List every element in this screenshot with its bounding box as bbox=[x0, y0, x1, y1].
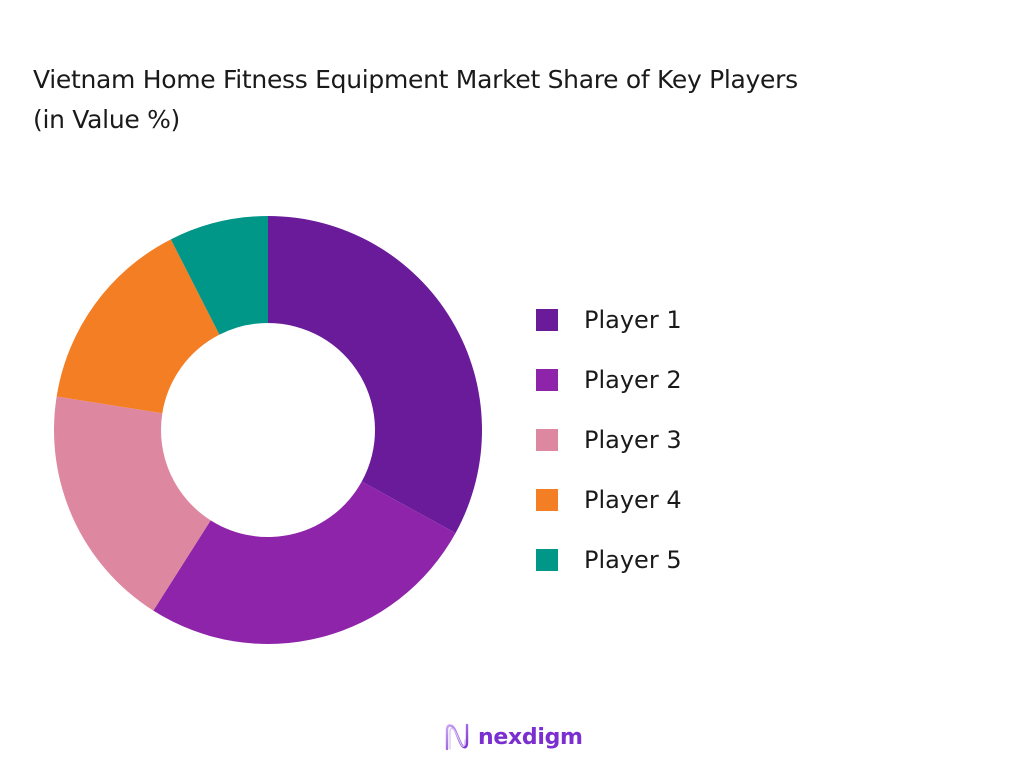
legend-item-player-1: Player 1 bbox=[536, 290, 682, 350]
chart-title-line-2: (in Value %) bbox=[33, 105, 180, 134]
brand-name: nexdigm bbox=[478, 724, 583, 750]
nexdigm-wave-icon bbox=[445, 723, 469, 751]
legend-label: Player 3 bbox=[584, 426, 682, 454]
legend-swatch bbox=[536, 429, 558, 451]
legend-label: Player 1 bbox=[584, 306, 682, 334]
donut-slices bbox=[53, 216, 482, 644]
legend-item-player-2: Player 2 bbox=[536, 350, 682, 410]
legend-swatch bbox=[536, 549, 558, 571]
legend-swatch bbox=[536, 369, 558, 391]
legend-label: Player 5 bbox=[584, 546, 682, 574]
brand-logo: nexdigm bbox=[444, 722, 583, 752]
legend-item-player-3: Player 3 bbox=[536, 410, 682, 470]
donut-slice-player-5 bbox=[170, 216, 268, 335]
legend-swatch bbox=[536, 489, 558, 511]
donut-slice-player-2 bbox=[153, 481, 456, 644]
donut-slice-player-3 bbox=[53, 396, 211, 611]
donut-slice-player-1 bbox=[268, 216, 482, 534]
donut-slice-player-4 bbox=[56, 239, 220, 414]
legend-item-player-5: Player 5 bbox=[536, 530, 682, 590]
legend-label: Player 4 bbox=[584, 486, 682, 514]
chart-title: Vietnam Home Fitness Equipment Market Sh… bbox=[33, 60, 993, 140]
legend-label: Player 2 bbox=[584, 366, 682, 394]
legend-swatch bbox=[536, 309, 558, 331]
legend: Player 1 Player 2 Player 3 Player 4 Play… bbox=[536, 290, 682, 590]
chart-title-line-1: Vietnam Home Fitness Equipment Market Sh… bbox=[33, 65, 798, 94]
legend-item-player-4: Player 4 bbox=[536, 470, 682, 530]
